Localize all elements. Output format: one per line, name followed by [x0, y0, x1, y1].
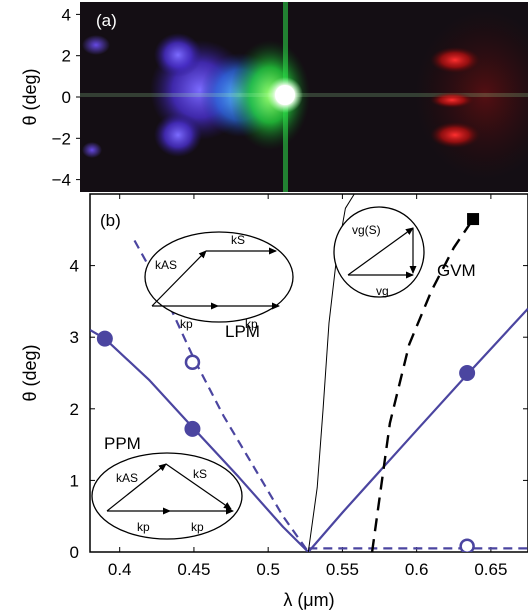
x-tick-label: 0.4: [108, 560, 132, 579]
y-tick-label: 2: [70, 400, 79, 419]
annotation-ppm: PPM: [104, 434, 141, 453]
x-tick-label: 0.45: [177, 560, 210, 579]
panel-b-label: (b): [100, 211, 121, 230]
lpm-label-ks: kS: [231, 233, 245, 247]
series-line-solid-purple: [307, 307, 528, 552]
y-tick-label: 0: [70, 543, 79, 562]
panel-a-y-axis: 4 2 0 −2 −4: [52, 5, 80, 190]
panel-b: 0.4 0.45 0.5 0.55 0.6 0.65 0 1 2 3 4 (b) PPM LPM G…: [20, 193, 528, 610]
ppm-label-kp-1: kp: [137, 520, 150, 534]
filled-marker: [96, 330, 113, 347]
lpm-label-kp-1: kp: [180, 317, 193, 331]
x-tick-label: 0.55: [326, 560, 359, 579]
series-line-thin-black: [307, 194, 355, 552]
panel-a: 4 2 0 −2 −4 (a) θ (deg): [20, 2, 528, 192]
panel-a-y-tick-label: −2: [52, 129, 71, 148]
filled-marker: [459, 365, 476, 381]
gvm-vector-diagram: vg(S) vg: [333, 206, 425, 298]
gvm-label-vgs: vg(S): [352, 223, 381, 237]
panel-a-y-tick-label: 4: [62, 5, 71, 24]
open-marker: [459, 538, 475, 552]
y-tick-label: 3: [70, 328, 79, 347]
panel-b-y-axis-label: θ (deg): [20, 344, 40, 401]
ppm-vector-diagram: kAS kS kp kp: [91, 452, 243, 540]
spectral-image: [80, 2, 528, 192]
panel-a-y-tick-label: −4: [52, 171, 71, 190]
annotation-lpm: LPM: [225, 322, 260, 341]
x-tick-label: 0.6: [405, 560, 429, 579]
panel-a-y-tick-label: 0: [62, 88, 71, 107]
ppm-label-kp-2: kp: [191, 520, 204, 534]
series-line-dashed-black: [370, 218, 475, 552]
panel-a-label: (a): [96, 11, 117, 30]
lpm-label-kp-2: kp: [245, 317, 258, 331]
annotation-gvm: GVM: [437, 261, 476, 280]
lpm-label-kas: kAS: [155, 258, 177, 272]
panel-a-y-tick-label: 2: [62, 47, 71, 66]
square-marker: [467, 213, 480, 226]
x-tick-label: 0.5: [256, 560, 280, 579]
gvm-label-vg: vg: [376, 284, 389, 298]
filled-marker: [184, 420, 201, 437]
y-tick-label: 1: [70, 471, 79, 490]
panel-b-axes: 0.4 0.45 0.5 0.55 0.6 0.65 0 1 2 3 4: [70, 194, 528, 579]
open-marker: [184, 354, 201, 371]
ppm-label-kas: kAS: [116, 471, 138, 485]
panel-b-x-axis-label: λ (μm): [283, 590, 334, 610]
panel-b-markers: [96, 213, 480, 552]
y-tick-label: 4: [70, 257, 79, 276]
lpm-vector-diagram: kAS kS kp kp: [144, 231, 294, 331]
ppm-label-ks: kS: [193, 467, 207, 481]
panel-a-y-axis-label: θ (deg): [20, 68, 40, 125]
x-tick-label: 0.65: [474, 560, 507, 579]
